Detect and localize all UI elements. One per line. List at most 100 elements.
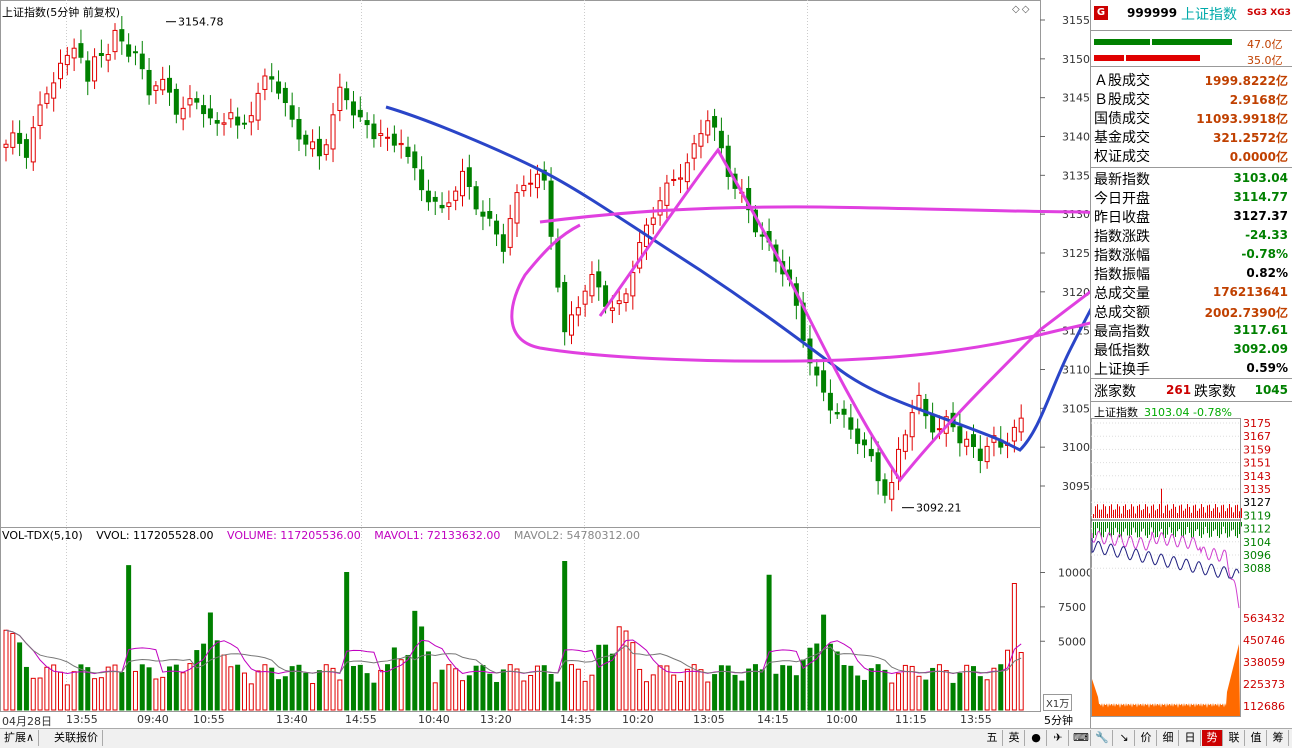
mini-chart[interactable]: 3175316731593151314331353127311931123104…	[1091, 418, 1292, 728]
mini-frame	[1091, 418, 1241, 717]
candle-body	[814, 366, 820, 376]
toolbar-tab[interactable]: 细	[1158, 730, 1179, 746]
sg-label[interactable]: SG3 XG3	[1247, 8, 1291, 18]
candle-body	[569, 314, 575, 336]
breadth-down-bar	[1211, 522, 1212, 537]
candle-body	[201, 105, 207, 115]
breadth-up-bar	[1127, 510, 1128, 518]
toolbar-tab[interactable]: 联	[1224, 730, 1245, 746]
candle-body	[126, 44, 132, 57]
breadth-down-bar	[1215, 522, 1216, 530]
breadth-down-bar	[1161, 522, 1162, 529]
price-tick-label: 3100	[1062, 441, 1090, 454]
candle-body	[405, 146, 411, 157]
price-chart[interactable]: 3155315031453140313531303125312031153110…	[0, 0, 1090, 728]
volume-bar	[848, 665, 854, 711]
breadth-up-bar	[1129, 509, 1130, 518]
stat-value: 0.82%	[1246, 266, 1288, 280]
stat-value: 3103.04	[1233, 171, 1288, 185]
mini-vol-label: 563432	[1243, 612, 1285, 625]
stat-row: 最高指数 3117.61	[1094, 321, 1290, 340]
volume-bar	[17, 642, 23, 711]
breadth-up-bar	[1147, 506, 1148, 518]
volume-bar	[139, 664, 145, 711]
volume-bar	[494, 681, 500, 711]
mini-vol-label: 450746	[1243, 634, 1285, 647]
volume-bar	[868, 668, 874, 711]
badge-icon[interactable]: G	[1094, 6, 1108, 20]
candle-body	[282, 87, 288, 104]
volume-bar	[289, 666, 295, 711]
stock-code: 999999	[1127, 6, 1178, 20]
breadth-down-bar	[1191, 522, 1192, 538]
toolbar-tab[interactable]: 日	[1180, 730, 1201, 746]
volume-bar	[950, 682, 956, 711]
breadth-up-bar	[1177, 512, 1178, 518]
breadth-up-bar	[1133, 506, 1134, 518]
toolbar-tab[interactable]: ✈	[1048, 730, 1069, 746]
candle-body	[841, 408, 847, 415]
volume-bar	[310, 683, 316, 711]
tab-related-quotes[interactable]: 关联报价	[50, 730, 103, 746]
candle-body	[970, 434, 976, 448]
breadth-up-bar	[1193, 505, 1194, 518]
volume-bar	[773, 673, 779, 711]
toolbar-tab[interactable]: 价	[1136, 730, 1157, 746]
tab-expand[interactable]: 扩展∧	[0, 730, 40, 746]
breadth-up-bar	[1105, 506, 1106, 518]
breadth-down-bar	[1225, 522, 1226, 534]
breadth-up-bar	[1209, 504, 1210, 518]
time-label: 13:20	[480, 713, 512, 726]
toolbar-tab[interactable]: ⌨	[1070, 730, 1091, 746]
stat-row: 指数涨跌 -24.33	[1094, 226, 1290, 245]
toolbar-tab[interactable]: ↘	[1114, 730, 1135, 746]
volume-bar	[569, 664, 575, 711]
time-label: 14:15	[757, 713, 789, 726]
breadth-up-bar	[1171, 508, 1172, 518]
corner-icons[interactable]: ◇◇	[1012, 4, 1032, 15]
toolbar-tab[interactable]: 势	[1202, 730, 1223, 746]
breadth-down-bar	[1117, 522, 1118, 533]
breadth-up-bar	[1227, 508, 1228, 518]
chart-area[interactable]: 3155 3150 3145 3140 3135 3130 3125 3120 3115 3110…	[0, 0, 1090, 747]
candle-body	[78, 43, 84, 58]
stat-row: 最新指数 3103.04	[1094, 169, 1290, 188]
volume-bar	[78, 664, 84, 711]
breadth-up-bar	[1115, 509, 1116, 518]
breadth-down-bar	[1223, 522, 1224, 527]
candle-body	[691, 143, 697, 159]
toolbar-tab[interactable]: 筹	[1268, 730, 1289, 746]
candle-body	[630, 272, 636, 297]
stat-row: 今日开盘 3114.77	[1094, 188, 1290, 207]
volume-bar	[344, 572, 350, 711]
breadth-down-bar	[1099, 522, 1100, 533]
volume-bar	[746, 668, 752, 711]
breadth-down-bar	[1163, 522, 1164, 536]
breadth-down-bar	[1173, 522, 1174, 538]
volume-bar	[630, 642, 636, 711]
toolbar-tab[interactable]: 英	[1004, 730, 1025, 746]
volume-bar	[841, 665, 847, 711]
candle-body	[1018, 417, 1024, 433]
candle-body	[957, 426, 963, 444]
volume-bar	[371, 682, 377, 711]
breadth-down-bar	[1203, 522, 1204, 535]
period-label[interactable]: 5分钟	[1044, 714, 1073, 727]
toolbar-tab[interactable]: 值	[1246, 730, 1267, 746]
toolbar-tab[interactable]: 🔧	[1092, 730, 1113, 746]
volume-bar	[262, 664, 268, 711]
candle-body	[214, 120, 220, 124]
breadth-up-bar	[1149, 513, 1150, 518]
breadth-up-bar	[1121, 513, 1122, 518]
breadth-up-bar	[1203, 507, 1204, 518]
time-label: 13:55	[66, 713, 98, 726]
time-label: 04月28日	[2, 715, 52, 728]
stat-value: -24.33	[1245, 228, 1288, 242]
stat-row: 指数涨幅 -0.78%	[1094, 245, 1290, 264]
candle-body	[119, 29, 125, 42]
volume-bar	[214, 640, 220, 711]
price-tick-label: 3125	[1062, 247, 1090, 260]
toolbar-tab[interactable]: 五	[982, 730, 1003, 746]
toolbar-tab[interactable]: ●	[1026, 730, 1047, 746]
volume-bar	[807, 647, 813, 711]
